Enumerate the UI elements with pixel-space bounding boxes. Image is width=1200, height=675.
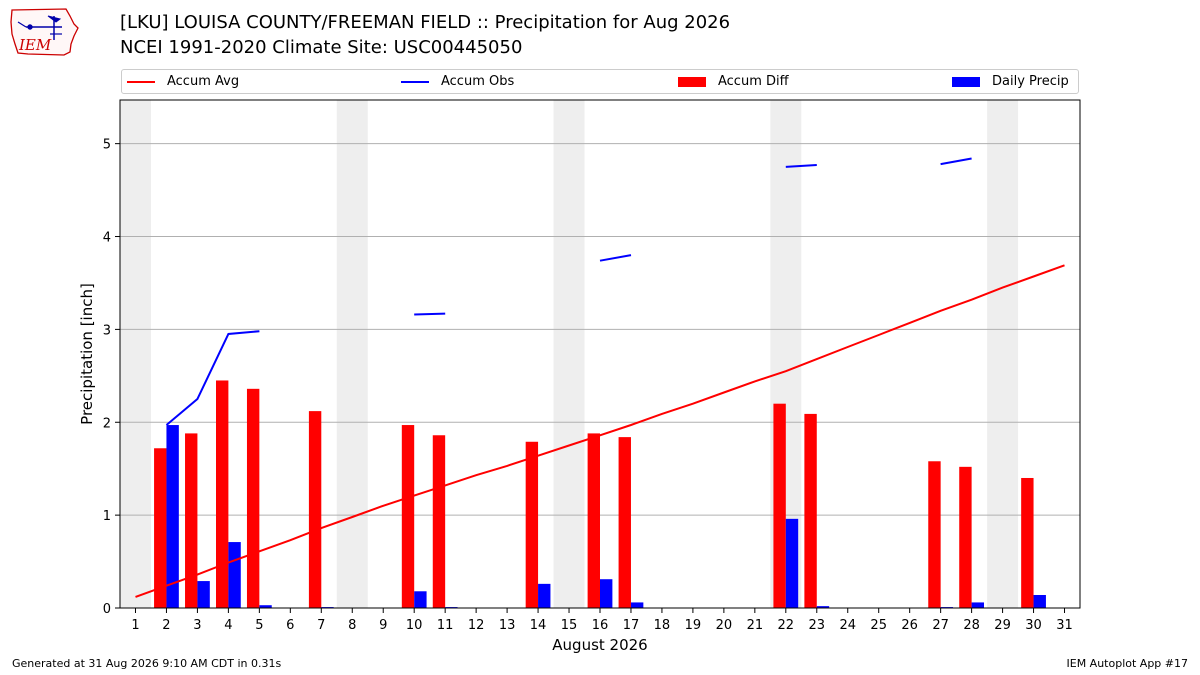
- x-tick-label: 4: [224, 618, 232, 633]
- bar-accum-diff: [432, 435, 446, 608]
- iowa-state-outline-icon: [10, 8, 79, 56]
- x-tick-label: 28: [963, 618, 980, 633]
- bar-daily-precip: [600, 579, 613, 608]
- x-tick-label: 30: [1025, 618, 1042, 633]
- bar-daily-precip: [228, 542, 241, 608]
- legend-label-accum-diff: Accum Diff: [718, 74, 789, 89]
- x-tick-label: 5: [255, 618, 263, 633]
- weekend-shade: [120, 100, 151, 608]
- bar-accum-diff: [618, 437, 631, 608]
- bar-accum-diff: [928, 461, 941, 608]
- x-tick-label: 7: [317, 618, 325, 633]
- chart-legend: Accum Avg Accum Obs Accum Diff Daily Pre…: [121, 69, 1079, 94]
- x-tick-label: 6: [286, 618, 294, 633]
- bar-accum-diff: [525, 441, 539, 608]
- bar-accum-diff: [216, 380, 229, 608]
- iem-logo-text: IEM: [18, 36, 52, 54]
- x-tick-label: 13: [499, 618, 516, 633]
- legend-item-accum-obs: Accum Obs: [401, 70, 514, 93]
- bar-daily-precip: [630, 602, 644, 608]
- bar-accum-diff: [804, 413, 817, 608]
- bar-daily-precip: [816, 606, 830, 608]
- footer-app-label: IEM Autoplot App #17: [1066, 657, 1189, 670]
- legend-swatch-accum-diff: [678, 76, 706, 87]
- bar-accum-diff: [185, 433, 198, 608]
- legend-swatch-accum-avg: [127, 80, 155, 83]
- x-tick-label: 17: [623, 618, 640, 633]
- x-tick-label: 31: [1056, 618, 1073, 633]
- x-tick-label: 11: [437, 618, 454, 633]
- line-accum-obs: [940, 157, 972, 166]
- x-tick-label: 2: [162, 618, 170, 633]
- bar-accum-diff: [959, 466, 972, 608]
- x-tick-label: 3: [193, 618, 201, 633]
- bar-accum-diff: [401, 425, 415, 608]
- y-tick-label: 4: [103, 231, 111, 246]
- legend-label-accum-obs: Accum Obs: [441, 74, 515, 89]
- legend-swatch-accum-obs: [401, 80, 429, 83]
- y-tick-label: 5: [103, 138, 111, 153]
- bar-daily-precip: [166, 425, 179, 608]
- weekend-shade: [987, 100, 1019, 608]
- weekend-shade: [553, 100, 585, 608]
- y-tick-label: 0: [103, 602, 111, 617]
- x-tick-label: 21: [747, 618, 764, 633]
- y-tick-label: 2: [103, 416, 111, 431]
- line-accum-avg: [135, 264, 1065, 598]
- bar-accum-diff: [1021, 477, 1034, 608]
- line-accum-obs: [414, 312, 446, 316]
- x-tick-label: 29: [994, 618, 1011, 633]
- line-accum-obs: [599, 254, 632, 262]
- legend-item-accum-avg: Accum Avg: [127, 70, 239, 93]
- y-tick-label: 3: [103, 323, 111, 338]
- x-tick-label: 15: [561, 618, 578, 633]
- x-tick-label: 22: [778, 618, 795, 633]
- x-axis-label: August 2026: [552, 636, 647, 654]
- bar-accum-diff: [587, 433, 600, 608]
- bar-daily-precip: [197, 581, 210, 608]
- x-tick-label: 26: [901, 618, 918, 633]
- chart-title: [LKU] LOUISA COUNTY/FREEMAN FIELD :: Pre…: [120, 12, 731, 33]
- chart-subtitle: NCEI 1991-2020 Climate Site: USC00445050: [120, 37, 523, 58]
- legend-swatch-daily-precip: [952, 76, 980, 87]
- x-tick-label: 23: [809, 618, 826, 633]
- bar-daily-precip: [414, 591, 427, 608]
- x-tick-label: 25: [870, 618, 887, 633]
- x-tick-label: 19: [685, 618, 702, 633]
- bar-daily-precip: [971, 602, 984, 608]
- legend-label-accum-avg: Accum Avg: [167, 74, 240, 89]
- bar-daily-precip: [259, 605, 272, 608]
- bar-daily-precip: [538, 583, 551, 608]
- weekend-shade: [336, 100, 368, 608]
- footer-generated-text: Generated at 31 Aug 2026 9:10 AM CDT in …: [12, 657, 282, 670]
- legend-item-daily-precip: Daily Precip: [952, 70, 1069, 93]
- x-tick-label: 16: [592, 618, 609, 633]
- y-axis-label: Precipitation [inch]: [78, 283, 96, 425]
- line-accum-obs: [785, 164, 817, 168]
- bar-accum-diff: [154, 448, 167, 608]
- x-tick-label: 9: [379, 618, 387, 633]
- x-tick-label: 24: [839, 618, 856, 633]
- x-tick-label: 12: [468, 618, 485, 633]
- legend-item-accum-diff: Accum Diff: [678, 70, 789, 93]
- y-tick-label: 1: [103, 509, 111, 524]
- bar-accum-diff: [773, 403, 786, 608]
- x-tick-label: 14: [530, 618, 547, 633]
- x-tick-label: 18: [654, 618, 671, 633]
- x-tick-label: 10: [406, 618, 423, 633]
- legend-label-daily-precip: Daily Precip: [992, 74, 1069, 89]
- bar-daily-precip: [1033, 594, 1046, 608]
- x-tick-label: 8: [348, 618, 356, 633]
- bar-accum-diff: [308, 411, 322, 608]
- iem-logo: IEM: [10, 8, 79, 56]
- bar-daily-precip: [785, 518, 799, 608]
- weather-station-icon: [17, 15, 62, 40]
- x-tick-label: 27: [932, 618, 949, 633]
- x-tick-label: 1: [131, 618, 139, 633]
- bar-accum-diff: [246, 388, 260, 608]
- line-accum-obs: [165, 330, 260, 426]
- x-tick-label: 20: [716, 618, 733, 633]
